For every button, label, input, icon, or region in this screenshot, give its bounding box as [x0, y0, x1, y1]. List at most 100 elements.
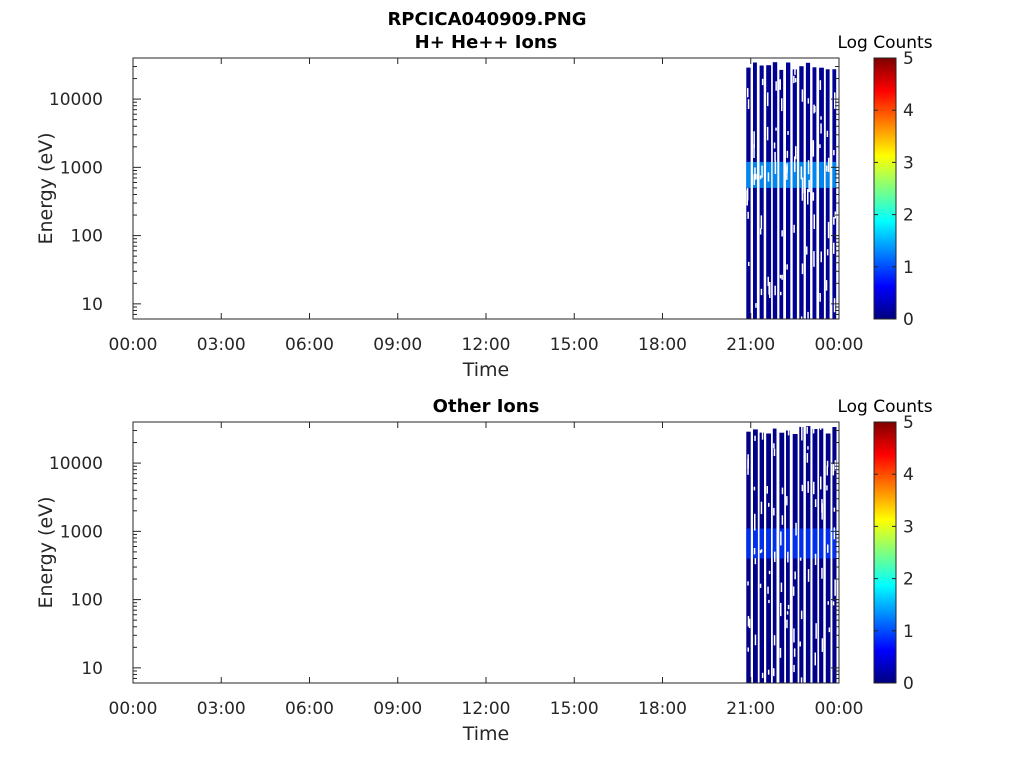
heatmap-gap: [779, 79, 781, 90]
heatmap-gap: [807, 189, 809, 205]
figure-title: RPCICA040909.PNG: [387, 9, 586, 30]
heatmap-gap: [767, 669, 770, 675]
heatmap-gap: [795, 522, 797, 536]
heatmap-gap: [801, 89, 804, 102]
x-tick-label: 00:00: [815, 335, 864, 355]
y-tick-label: 1000: [60, 158, 103, 178]
heatmap-gap: [754, 167, 756, 180]
colorbar-tick-label: 5: [903, 413, 914, 433]
heatmap-gap: [833, 507, 836, 512]
heatmap-gap: [801, 425, 803, 441]
heatmap-gap: [819, 144, 821, 149]
heatmap-gap: [800, 316, 803, 331]
heatmap-gap: [820, 476, 822, 490]
heatmap-gap: [774, 160, 777, 174]
heatmap-gap: [814, 106, 816, 113]
heatmap-gap: [768, 282, 770, 295]
panel-1: H+ He++ Ions 00:00 03:00 06:00 09:00 12:00 15:…: [35, 32, 933, 381]
heatmap-gap: [800, 166, 803, 180]
panel-title: H+ He++ Ions: [415, 32, 558, 53]
y-tick-label: 100: [71, 227, 103, 247]
heatmap-gap: [774, 151, 776, 162]
heatmap-gap: [753, 144, 755, 158]
x-axis-label: Time: [462, 359, 510, 381]
heatmap-sweep: [832, 69, 837, 319]
heatmap-gap: [766, 486, 768, 494]
heatmap-gap: [814, 499, 817, 507]
x-tick-label: 21:00: [726, 335, 775, 355]
heatmap-gap: [747, 88, 749, 98]
heatmap-gap: [812, 192, 815, 201]
x-tick-label: 12:00: [462, 335, 511, 355]
heatmap-sweep: [766, 65, 772, 319]
heatmap-sweep: [825, 69, 830, 319]
heatmap-gap: [800, 610, 803, 620]
heatmap-gap: [779, 274, 782, 279]
heatmap-gap: [775, 81, 777, 91]
axes-frame: [132, 421, 840, 684]
heatmap-gap: [786, 264, 788, 270]
heatmap-gap: [760, 501, 763, 515]
heatmap-gap: [813, 104, 815, 114]
heatmap-sweep: [772, 62, 778, 319]
heatmap-gap: [794, 571, 796, 580]
x-tick-label: 18:00: [638, 335, 687, 355]
heatmap-gap: [826, 465, 828, 476]
heatmap-gap: [792, 586, 795, 596]
heatmap-gap: [832, 464, 835, 476]
heatmap-gap: [748, 261, 750, 266]
x-tick-label: 15:00: [550, 335, 599, 355]
heatmap-band: [792, 528, 798, 559]
heatmap-gap: [754, 513, 756, 531]
heatmap-gap: [814, 553, 817, 565]
heatmap-gap: [819, 293, 821, 302]
heatmap-gap: [799, 641, 801, 647]
heatmap-gap: [793, 628, 795, 643]
y-tick-label: 10000: [49, 454, 103, 474]
heatmap-gap: [781, 487, 784, 495]
x-tick-label: 18:00: [638, 699, 687, 719]
x-tick-label: 03:00: [197, 335, 246, 355]
heatmap-gap: [786, 619, 788, 629]
heatmap-gap: [801, 484, 804, 492]
colorbar-tick-label: 1: [903, 258, 914, 278]
heatmap-gap: [814, 652, 816, 666]
heatmap-gap: [774, 285, 776, 296]
heatmap-gap: [807, 311, 809, 324]
heatmap-gap: [787, 604, 790, 610]
x-tick-label: 00:00: [109, 699, 158, 719]
heatmap-gap: [781, 274, 783, 280]
colorbar: [873, 421, 897, 684]
heatmap-band: [746, 528, 751, 559]
heatmap-sweep: [786, 62, 791, 319]
heatmap-gap: [807, 481, 809, 493]
heatmap-gap: [761, 422, 764, 440]
colorbar-title: Log Counts: [837, 397, 932, 417]
heatmap-sweep: [799, 66, 804, 319]
colorbar-tick-label: 5: [903, 49, 914, 69]
x-tick-label: 06:00: [285, 335, 334, 355]
x-tick-label: 09:00: [373, 335, 422, 355]
heatmap-gap: [828, 627, 831, 633]
heatmap-sweep: [812, 67, 817, 319]
heatmap-gap: [746, 188, 749, 201]
heatmap-gap: [827, 601, 829, 605]
heatmap-gap: [826, 460, 829, 468]
heatmap-gap: [755, 173, 757, 180]
heatmap-gap: [747, 99, 750, 109]
heatmap-data: [746, 422, 837, 686]
heatmap-gap: [760, 215, 763, 229]
heatmap-gap: [813, 251, 815, 267]
heatmap-gap: [812, 425, 815, 434]
heatmap-gap: [768, 599, 770, 604]
heatmap-gap: [773, 142, 776, 149]
heatmap-gap: [774, 551, 776, 562]
heatmap-gap: [775, 127, 777, 131]
heatmap-gap: [786, 496, 788, 506]
x-tick-label: 21:00: [726, 699, 775, 719]
heatmap-gap: [759, 550, 762, 554]
heatmap-gap: [827, 157, 830, 172]
heatmap-gap: [815, 623, 817, 639]
heatmap-gap: [827, 544, 829, 553]
